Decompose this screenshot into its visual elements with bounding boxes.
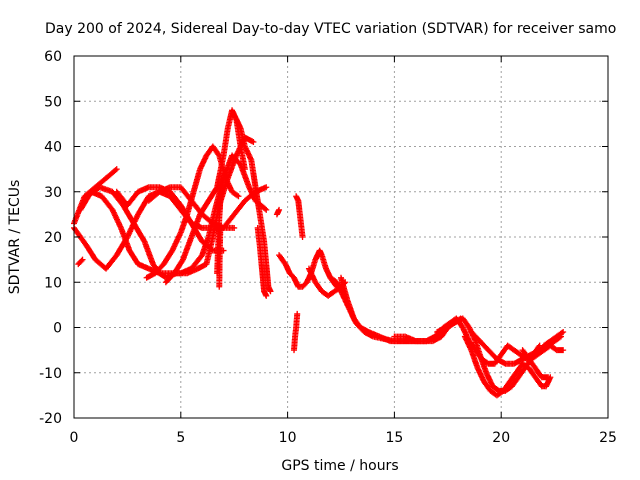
- series-arc-13: [254, 224, 270, 299]
- x-tick-label: 20: [492, 430, 510, 446]
- y-tick-label: 40: [44, 140, 62, 156]
- series-arc-17: [293, 193, 306, 240]
- series-arc-4: [77, 152, 270, 277]
- interpolated-markers: [520, 348, 550, 381]
- series-arc-8: [143, 143, 242, 281]
- chart-title: Day 200 of 2024, Sidereal Day-to-day VTE…: [45, 21, 616, 37]
- y-tick-label: 60: [44, 49, 62, 65]
- interpolated-markers: [293, 194, 306, 239]
- tick-label-layer: 0 5 10 15 20 25 -20 -10 0 10 20 30 40 50 60: [39, 49, 617, 446]
- y-tick-label: -10: [39, 366, 62, 382]
- interpolated-markers: [76, 257, 85, 266]
- series-arc-6: [113, 184, 227, 254]
- y-tick-label: 10: [44, 275, 62, 291]
- series-arc-16: [291, 310, 301, 354]
- interpolated-markers: [274, 208, 282, 217]
- interpolated-markers: [462, 334, 553, 398]
- y-tick-label: 50: [44, 94, 62, 110]
- interpolated-markers: [78, 153, 269, 277]
- interpolated-markers: [114, 184, 225, 254]
- y-tick-label: 0: [53, 321, 62, 337]
- x-axis-title: GPS time / hours: [281, 458, 398, 474]
- x-tick-label: 25: [599, 430, 617, 446]
- x-tick-label: 10: [279, 430, 297, 446]
- y-axis-title: SDTVAR / TECUs: [7, 180, 23, 295]
- series-arc-23: [461, 333, 554, 399]
- series-arc-9: [162, 107, 248, 286]
- x-tick-label: 5: [176, 430, 185, 446]
- series-arc-3: [71, 188, 238, 272]
- y-tick-label: 20: [44, 230, 62, 246]
- series-arc-25: [519, 347, 552, 381]
- interpolated-markers: [144, 144, 241, 281]
- x-tick-label: 15: [385, 430, 403, 446]
- interpolated-markers: [291, 312, 301, 352]
- y-tick-label: -20: [39, 411, 62, 427]
- series-arc-2: [75, 256, 86, 268]
- y-tick-label: 30: [44, 185, 62, 201]
- interpolated-markers: [163, 108, 248, 285]
- data-layer: [71, 107, 567, 399]
- interpolated-markers: [254, 226, 269, 298]
- interpolated-markers: [542, 329, 565, 348]
- x-tick-label: 0: [70, 430, 79, 446]
- series-arc-11: [216, 224, 224, 290]
- tick-layer: [73, 55, 609, 419]
- interpolated-markers: [216, 226, 224, 289]
- series-arc-12: [233, 116, 274, 295]
- interpolated-markers: [233, 117, 273, 294]
- series-arc-26: [540, 329, 567, 349]
- series-arc-14: [273, 206, 283, 218]
